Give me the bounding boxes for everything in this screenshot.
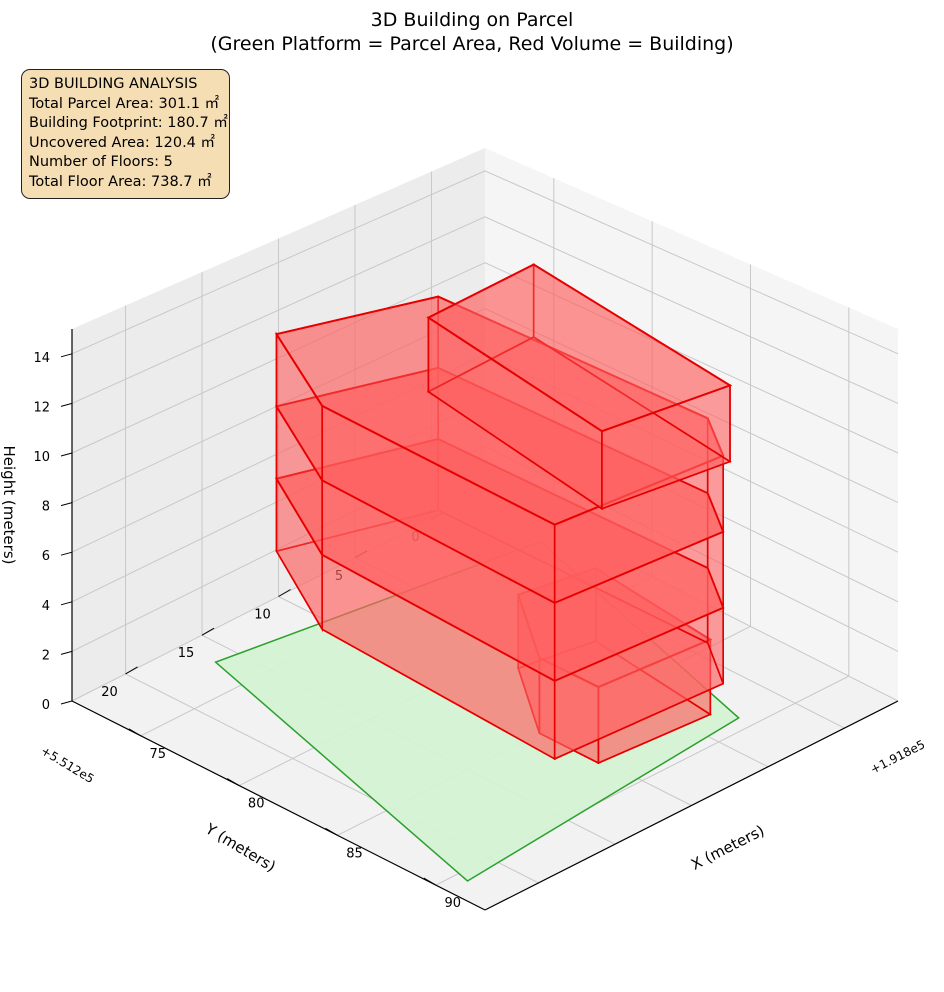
- z-tick-mark: [60, 650, 73, 655]
- info-uncovered-area: Uncovered Area: 120.4 ㎡: [29, 134, 216, 151]
- z-grid-line: [71, 491, 899, 702]
- x-tick-mark: [423, 877, 437, 886]
- z-tick-mark: [60, 452, 73, 457]
- parcel-polygon: [214, 540, 740, 882]
- tick-marks: [60, 353, 444, 886]
- z-grid-line: [71, 445, 899, 652]
- z-tick-label: 14: [33, 351, 50, 366]
- building-floor: [274, 437, 725, 761]
- y-tick-mark: [125, 666, 138, 675]
- z-grid-line: [71, 307, 899, 504]
- y-grid-line: [431, 518, 845, 729]
- x-tick-label: 80: [248, 797, 265, 812]
- y-tick-label: 20: [101, 685, 118, 700]
- floor-top-face: [274, 295, 725, 526]
- y-offset-label: +5.512e5: [38, 744, 96, 787]
- z-tick-label: 6: [42, 549, 50, 564]
- chart-subtitle: (Green Platform = Parcel Area, Red Volum…: [210, 33, 733, 55]
- z-tick-mark: [60, 601, 73, 606]
- z-grid-line: [71, 170, 899, 355]
- analysis-info-box: 3D BUILDING ANALYSIS Total Parcel Area: …: [21, 69, 230, 199]
- z-tick-label: 8: [42, 500, 50, 515]
- parcel-platform: [214, 540, 740, 882]
- z-tick-mark: [60, 502, 73, 507]
- z-tick-mark: [60, 700, 73, 705]
- x-tick-label: 85: [346, 846, 363, 861]
- info-total-floor-area: Total Floor Area: 738.7 ㎡: [29, 173, 212, 190]
- z-tick-mark: [60, 551, 73, 556]
- x-tick-mark: [325, 827, 338, 836]
- y-tick-label: 15: [178, 646, 195, 661]
- z-grid-line: [71, 262, 899, 454]
- y-tick-mark: [354, 550, 368, 559]
- z-tick-label: 2: [42, 648, 50, 663]
- building-floor: [274, 366, 725, 683]
- y-tick-label: 10: [254, 608, 271, 623]
- y-tick-labels: 0 5 10 15 20: [101, 530, 419, 700]
- building-floor: [274, 295, 725, 605]
- z-grid-line: [71, 216, 899, 404]
- x-tick-label: 75: [150, 747, 167, 762]
- x-tick-mark: [226, 778, 240, 787]
- info-heading: 3D BUILDING ANALYSIS: [29, 76, 198, 92]
- building-volume: [274, 263, 733, 765]
- y-tick-mark: [278, 589, 291, 597]
- y-tick-label: 5: [335, 569, 343, 584]
- z-tick-label: 12: [33, 400, 50, 415]
- z-axis-label: Height (meters): [0, 446, 18, 565]
- z-tick-mark: [60, 402, 73, 407]
- x-axis-label: X (meters): [688, 821, 767, 873]
- z-tick-label: 10: [33, 450, 50, 465]
- x-tick-mark: [128, 728, 142, 737]
- info-parcel-area: Total Parcel Area: 301.1 ㎡: [29, 95, 220, 112]
- x-offset-label: +1.918e5: [868, 737, 927, 776]
- y-tick-mark: [431, 511, 444, 520]
- info-number-of-floors: Number of Floors: 5: [29, 154, 173, 171]
- x-tick-labels: 75 80 85 90: [150, 747, 462, 911]
- chart-title: 3D Building on Parcel: [371, 9, 574, 31]
- z-tick-label: 4: [42, 599, 50, 614]
- building-floor: [426, 263, 733, 511]
- x-axis-line: [484, 700, 899, 911]
- y-tick-mark: [201, 627, 215, 636]
- y-axis-label: Y (meters): [201, 819, 278, 875]
- z-tick-label: 0: [42, 698, 50, 713]
- floor-top-face: [426, 263, 733, 433]
- z-grid-line: [71, 399, 899, 603]
- x-tick-label: 90: [445, 896, 462, 911]
- info-building-footprint: Building Footprint: 180.7 ㎡: [29, 115, 228, 132]
- y-tick-label: 0: [411, 530, 419, 545]
- z-tick-mark: [60, 353, 73, 358]
- z-tick-labels: 0 2 4 6 8 10 12 14: [33, 351, 50, 713]
- right-pane: [485, 148, 898, 701]
